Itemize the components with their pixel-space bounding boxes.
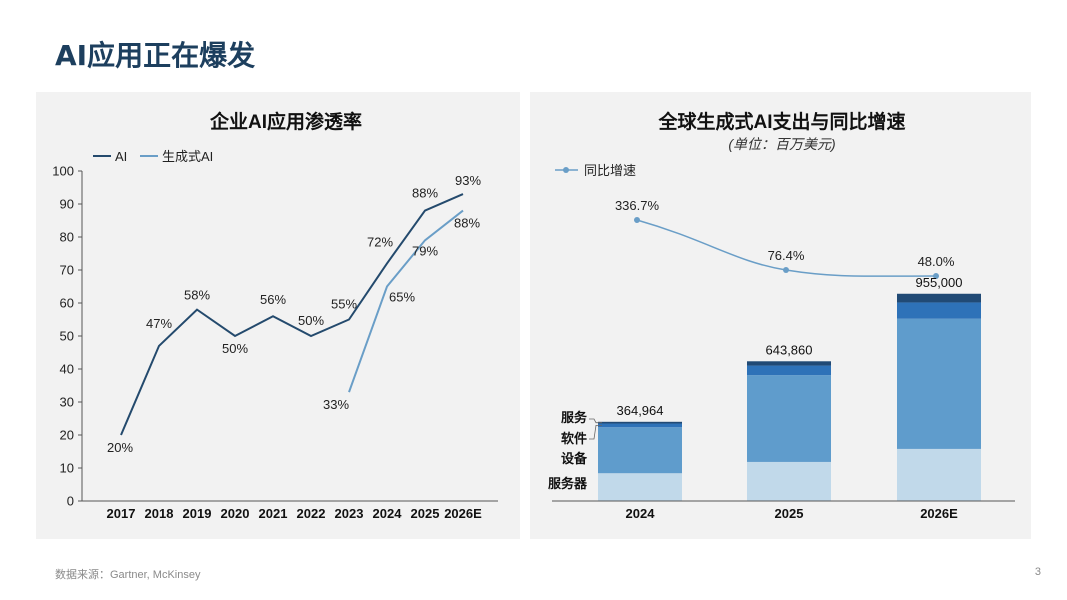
line-chart-title: 企业AI应用渗透率 xyxy=(209,110,362,133)
bar-chart-axis: 2024 2025 2026E xyxy=(552,500,1015,521)
bar-segment-software xyxy=(747,365,831,376)
ai-data-label: 55% xyxy=(331,297,357,312)
ai-series-line xyxy=(120,193,464,436)
ai-data-label: 50% xyxy=(298,313,324,328)
segment-label-server: 服务器 xyxy=(548,476,588,491)
bar-segment-service xyxy=(598,421,682,424)
growth-data-label: 76.4% xyxy=(768,248,805,263)
ai-data-label: 47% xyxy=(146,316,172,331)
x-tick-label: 2017 xyxy=(107,506,136,521)
bar-total-label: 364,964 xyxy=(617,403,664,418)
ai-data-label: 50% xyxy=(222,341,248,356)
growth-point xyxy=(783,267,789,273)
spending-stacked-bar-chart: 全球生成式AI支出与同比增速 (单位：百万美元) 同比增速 336.7% 76.4… xyxy=(548,110,1015,521)
x-tick-label: 2025 xyxy=(411,506,440,521)
ai-data-label: 93% xyxy=(455,173,481,188)
growth-data-label: 48.0% xyxy=(918,254,955,269)
bar-segment-software xyxy=(897,302,981,319)
bar-chart-subtitle: (单位：百万美元) xyxy=(728,136,835,152)
growth-legend-marker xyxy=(563,167,569,173)
genai-data-label: 33% xyxy=(323,397,349,412)
genai-series-line xyxy=(348,209,464,393)
ai-data-label: 72% xyxy=(367,234,393,249)
y-tick-label: 10 xyxy=(60,461,74,476)
genai-data-label: 65% xyxy=(389,290,415,305)
data-source-note: 数据来源：Gartner, McKinsey xyxy=(55,569,201,581)
bar-segment-server xyxy=(598,473,682,501)
y-tick-label: 50 xyxy=(60,329,74,344)
y-tick-label: 100 xyxy=(52,164,74,179)
legend-ai-label: AI xyxy=(115,149,127,164)
y-tick-label: 40 xyxy=(60,362,74,377)
segment-labels: 服务器 设备 软件 服务 xyxy=(548,410,602,491)
ai-data-label: 56% xyxy=(260,292,286,307)
line-chart-axes: 0 10 20 30 40 50 60 70 80 90 100 2017 2018 2019 2020 20… xyxy=(52,164,498,521)
y-tick-label: 80 xyxy=(60,230,74,245)
bar-segment-device xyxy=(747,375,831,462)
x-tick-label: 2026E xyxy=(444,506,482,521)
x-tick-label: 2018 xyxy=(145,506,174,521)
spending-chart-panel: 全球生成式AI支出与同比增速 (单位：百万美元) 同比增速 336.7% 76.4… xyxy=(530,92,1031,539)
bar-total-label: 955,000 xyxy=(916,275,963,290)
growth-legend: 同比增速 xyxy=(555,163,636,178)
bar-segment-service xyxy=(747,361,831,366)
penetration-chart-panel: 企业AI应用渗透率 AI 生成式AI 0 10 20 30 40 50 60 70 80 90 10… xyxy=(36,92,520,539)
y-tick-label: 20 xyxy=(60,428,74,443)
line-chart-legend: AI 生成式AI xyxy=(93,149,213,164)
y-tick-label: 60 xyxy=(60,296,74,311)
growth-point xyxy=(933,273,939,279)
bar-segment-device xyxy=(598,427,682,474)
segment-leader-line xyxy=(589,424,602,440)
segment-leader-line xyxy=(589,418,602,424)
y-tick-label: 0 xyxy=(67,494,74,509)
ai-data-label: 20% xyxy=(107,440,133,455)
x-tick-label: 2024 xyxy=(626,506,656,521)
penetration-line-chart: 企业AI应用渗透率 AI 生成式AI 0 10 20 30 40 50 60 70 80 90 10… xyxy=(52,110,498,521)
y-tick-label: 90 xyxy=(60,197,74,212)
growth-rate-line: 336.7% 76.4% 48.0% xyxy=(615,198,955,279)
line-chart-series xyxy=(120,193,464,436)
x-tick-label: 2022 xyxy=(297,506,326,521)
x-tick-label: 2021 xyxy=(259,506,288,521)
x-tick-label: 2023 xyxy=(335,506,364,521)
bar-segment-device xyxy=(897,318,981,449)
x-tick-label: 2025 xyxy=(775,506,804,521)
bar-chart-title: 全球生成式AI支出与同比增速 xyxy=(657,110,905,133)
segment-label-service: 服务 xyxy=(561,410,588,425)
bar-total-label: 643,860 xyxy=(766,342,813,357)
legend-genai-label: 生成式AI xyxy=(162,149,213,164)
stacked-bars: 364,964 643,860 955,000 xyxy=(598,275,981,501)
bar-segment-software xyxy=(598,423,682,428)
page-number: 3 xyxy=(1034,566,1041,578)
segment-label-software: 软件 xyxy=(561,431,587,446)
bar-segment-server xyxy=(897,448,981,501)
bar-segment-service xyxy=(897,293,981,303)
bar-segment-server xyxy=(747,461,831,501)
growth-legend-label: 同比增速 xyxy=(584,163,636,178)
x-tick-label: 2019 xyxy=(183,506,212,521)
ai-data-label: 88% xyxy=(412,186,438,201)
segment-label-device: 设备 xyxy=(561,451,588,466)
genai-data-label: 79% xyxy=(412,243,438,258)
x-tick-label: 2026E xyxy=(920,506,958,521)
x-tick-label: 2020 xyxy=(221,506,250,521)
line-chart-data-labels: 20% 47% 58% 50% 56% 50% 55% 72% 88% 93% 33% 65% 79% 8… xyxy=(107,173,481,455)
growth-data-label: 336.7% xyxy=(615,198,660,213)
x-tick-label: 2024 xyxy=(373,506,403,521)
growth-point xyxy=(634,217,640,223)
page-title: AI应用正在爆发 xyxy=(55,39,256,72)
ai-data-label: 58% xyxy=(184,288,210,303)
y-tick-label: 70 xyxy=(60,263,74,278)
y-tick-label: 30 xyxy=(60,395,74,410)
genai-data-label: 88% xyxy=(454,216,480,231)
